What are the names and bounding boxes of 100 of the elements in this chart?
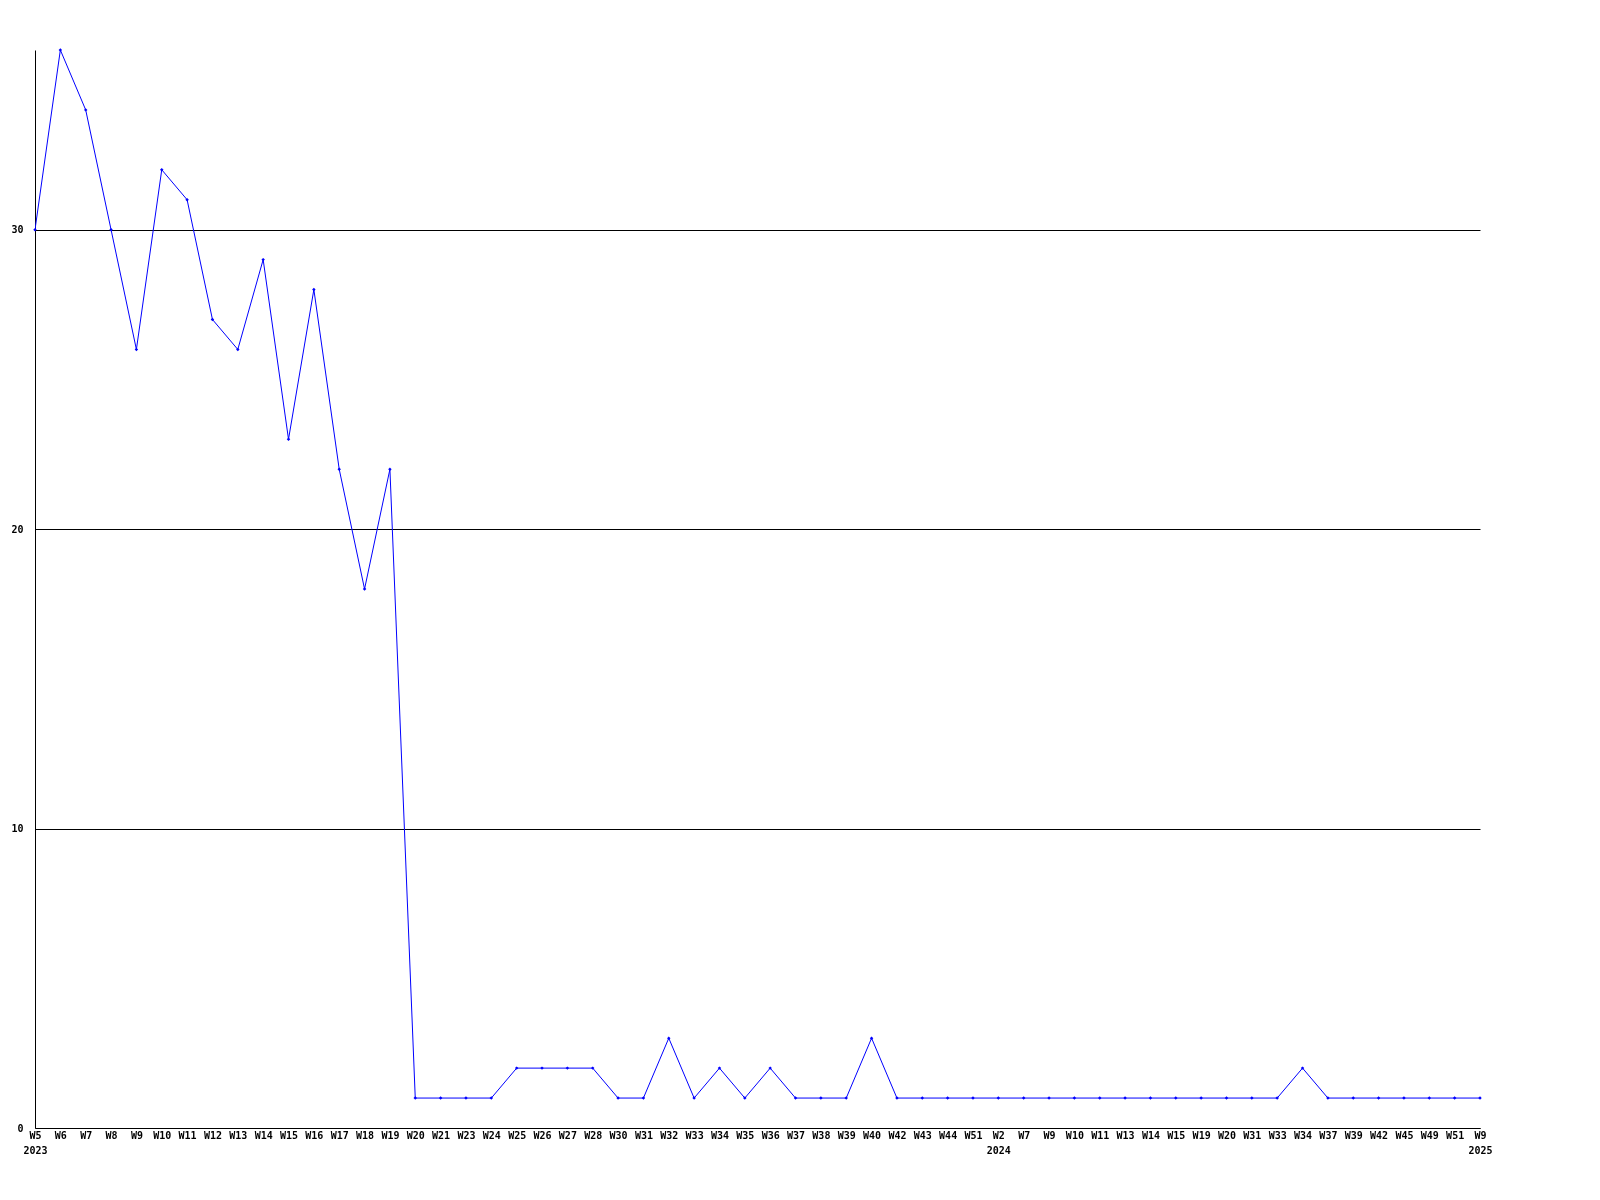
point [185, 197, 189, 202]
x-tick-label: W20 [1217, 1129, 1237, 1141]
x-tick-label: W10 [1065, 1129, 1084, 1141]
point [717, 1066, 722, 1070]
x-tick-label: W7 [1018, 1129, 1031, 1141]
x-tick-label: W9 2025 [1468, 1129, 1493, 1156]
point [160, 168, 164, 172]
x-tick-label: W33 [1268, 1129, 1287, 1141]
point [1098, 1096, 1102, 1100]
point [1351, 1096, 1355, 1100]
x-tick-label: W17 [330, 1129, 349, 1141]
x-tick-label: W38 [812, 1129, 831, 1141]
point [1452, 1096, 1457, 1100]
x-tick-label: W51 [1446, 1129, 1465, 1141]
x-tick-label: W13 [229, 1129, 248, 1141]
x-tick-label: W42 [1370, 1129, 1389, 1141]
x-tick-label: W44 [939, 1129, 958, 1141]
line-series [33, 48, 1482, 1100]
x-tick-label: W10 [153, 1129, 172, 1141]
point [945, 1096, 950, 1100]
point [667, 1036, 671, 1040]
point [312, 287, 316, 292]
point [793, 1096, 798, 1100]
x-tick-label: W30 [609, 1129, 628, 1141]
x-tick-label: W25 [508, 1129, 527, 1141]
point [641, 1096, 646, 1100]
point [413, 1096, 417, 1100]
x-tick-label: W13 [1116, 1129, 1135, 1141]
point [388, 467, 392, 471]
x-tick-label: W7 [80, 1129, 93, 1141]
x-tick-label: W26 [533, 1129, 552, 1141]
point [337, 467, 341, 471]
x-tick-label: W49 [1420, 1129, 1439, 1141]
point [1021, 1096, 1026, 1100]
point [362, 587, 367, 591]
x-tick-label: W8 [105, 1129, 118, 1141]
x-tick-label: W19 [381, 1129, 400, 1141]
x-tick-label: W31 [1243, 1129, 1262, 1141]
x-tick-label: W45 [1395, 1129, 1414, 1141]
x-tick-label: W11 [1091, 1129, 1110, 1141]
x-tick-label: W15 [1167, 1129, 1186, 1141]
x-tick-label: W32 [660, 1129, 679, 1141]
x-tick-label: W21 [432, 1129, 451, 1141]
point [438, 1096, 443, 1100]
x-tick-label: W19 [1192, 1129, 1211, 1141]
x-tick-label: W34 [1294, 1129, 1313, 1141]
point [590, 1066, 595, 1070]
point [1072, 1096, 1077, 1100]
x-tick-label: W51 [964, 1129, 983, 1141]
x-tick-label: W28 [584, 1129, 603, 1141]
y-tick-label: 30 [11, 224, 24, 236]
point [236, 347, 240, 352]
point [33, 227, 37, 232]
x-tick-label: W14 [1141, 1129, 1160, 1141]
point [489, 1096, 494, 1100]
x-tick-label: W39 [1344, 1129, 1363, 1141]
x-tick-label: W33 [685, 1129, 704, 1141]
x-tick-label: W35 [736, 1129, 755, 1141]
point [869, 1036, 874, 1040]
x-tick-label: W20 [406, 1129, 425, 1141]
x-tick-label: W31 [634, 1129, 653, 1141]
point [1376, 1096, 1381, 1100]
point [844, 1096, 848, 1100]
x-tick-label: W11 [178, 1129, 197, 1141]
x-tick-label: W15 [279, 1129, 299, 1141]
x-tick-label: W16 [305, 1129, 324, 1141]
x-tick-label: W23 [457, 1129, 476, 1141]
y-tick-label: 0 [17, 1122, 24, 1134]
point [996, 1096, 1001, 1100]
x-tick-label: W37 [1319, 1129, 1338, 1141]
x-tick-label: W42 [888, 1129, 907, 1141]
y-tick-label: 10 [11, 823, 24, 835]
point [1300, 1066, 1305, 1070]
x-tick-label: W9 [130, 1129, 143, 1141]
x-tick-label: W36 [761, 1129, 780, 1141]
x-tick-label: W5 2023 [23, 1129, 48, 1156]
x-tick-label: W39 [837, 1129, 856, 1141]
point [514, 1066, 519, 1070]
point [109, 227, 113, 232]
point [83, 108, 88, 112]
x-tick-label: W6 [54, 1129, 67, 1141]
x-tick-label: W9 [1043, 1129, 1056, 1141]
x-tick-label: W37 [787, 1129, 806, 1141]
x-tick-label: W34 [710, 1129, 729, 1141]
x-tick-label: W18 [356, 1129, 375, 1141]
point [58, 48, 63, 52]
point [1224, 1096, 1229, 1100]
point [565, 1066, 570, 1070]
point [1148, 1096, 1153, 1100]
x-tick-label: W12 [203, 1129, 222, 1141]
x-tick-label: W40 [863, 1129, 882, 1141]
x-tick-label: W27 [558, 1129, 577, 1141]
point [261, 257, 265, 262]
y-tick-label: 20 [11, 523, 24, 535]
x-tick-label: W43 [913, 1129, 932, 1141]
point [1427, 1096, 1432, 1100]
x-tick-label: W14 [254, 1129, 273, 1141]
x-tick-label: W24 [482, 1129, 501, 1141]
x-tick-label: W2 2024 [986, 1129, 1011, 1156]
point [920, 1096, 925, 1100]
